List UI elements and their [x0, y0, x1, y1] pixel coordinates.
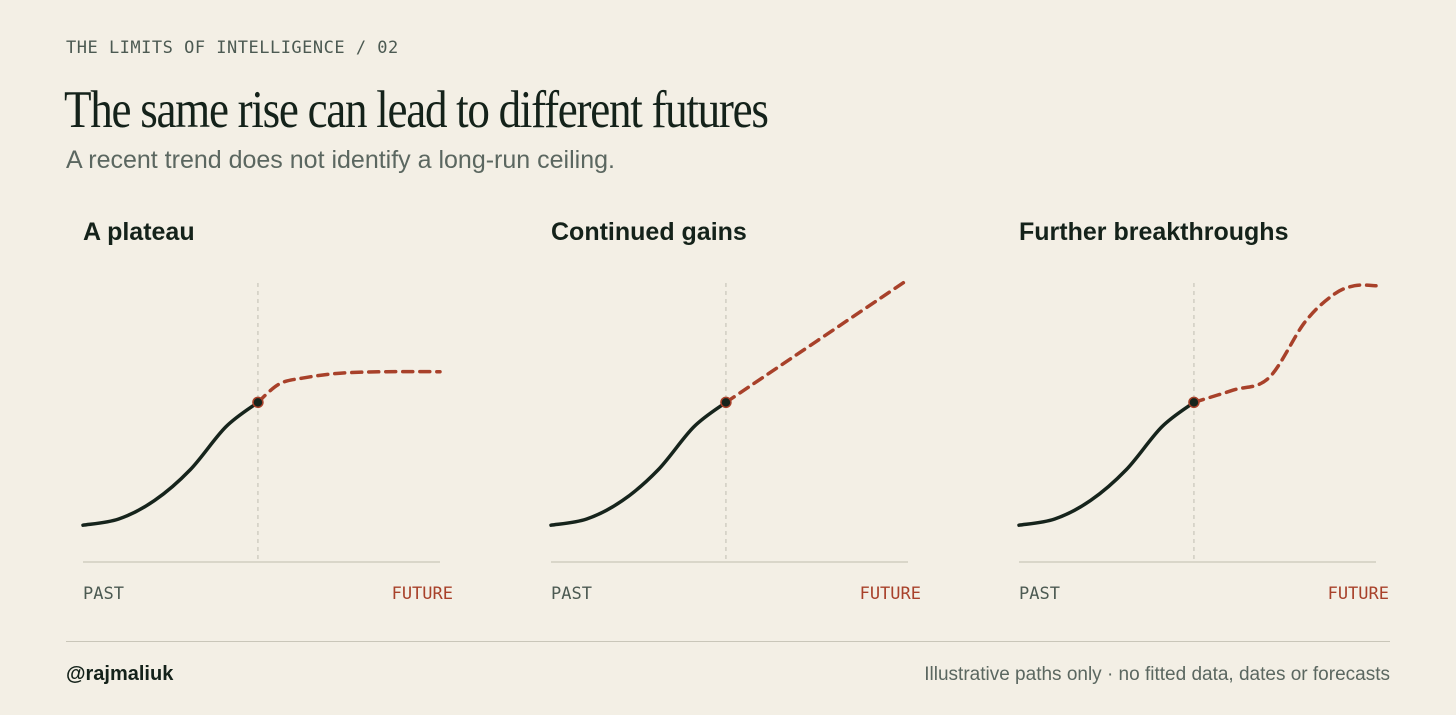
page-subtitle: A recent trend does not identify a long-…	[66, 146, 615, 174]
future-path-line	[724, 277, 910, 405]
footer-note: Illustrative paths only · no fitted data…	[924, 664, 1390, 685]
chart-title: Continued gains	[551, 218, 747, 246]
page-title: The same rise can lead to different futu…	[64, 81, 769, 139]
past-trend-line	[549, 400, 728, 527]
present-point-marker	[252, 396, 264, 409]
past-label: PAST	[83, 584, 124, 604]
author-handle: @rajmaliuk	[66, 663, 174, 685]
future-label: FUTURE	[1327, 584, 1389, 604]
future-path-line	[256, 369, 442, 405]
future-label: FUTURE	[859, 584, 921, 604]
past-label: PAST	[1019, 584, 1060, 604]
chart-plot	[81, 283, 442, 563]
chart-title: A plateau	[83, 218, 195, 246]
chart-panel-continued-gains: Continued gains PAST FUTURE	[549, 210, 921, 620]
future-label: FUTURE	[391, 584, 453, 604]
future-path-line	[1192, 283, 1378, 405]
present-point-marker	[720, 396, 732, 409]
chart-panel-further-breakthroughs: Further breakthroughs PAST FUTURE	[1017, 210, 1389, 620]
past-trend-line	[81, 400, 260, 527]
past-trend-line	[1017, 400, 1196, 527]
chart-panel-plateau: A plateau PAST FUTURE	[81, 210, 453, 620]
present-point-marker	[1188, 396, 1200, 409]
chart-plot	[1017, 283, 1378, 563]
chart-plot	[549, 277, 910, 563]
kicker: THE LIMITS OF INTELLIGENCE / 02	[66, 38, 399, 58]
past-label: PAST	[551, 584, 592, 604]
footer-divider	[66, 641, 1390, 642]
chart-title: Further breakthroughs	[1019, 218, 1289, 246]
